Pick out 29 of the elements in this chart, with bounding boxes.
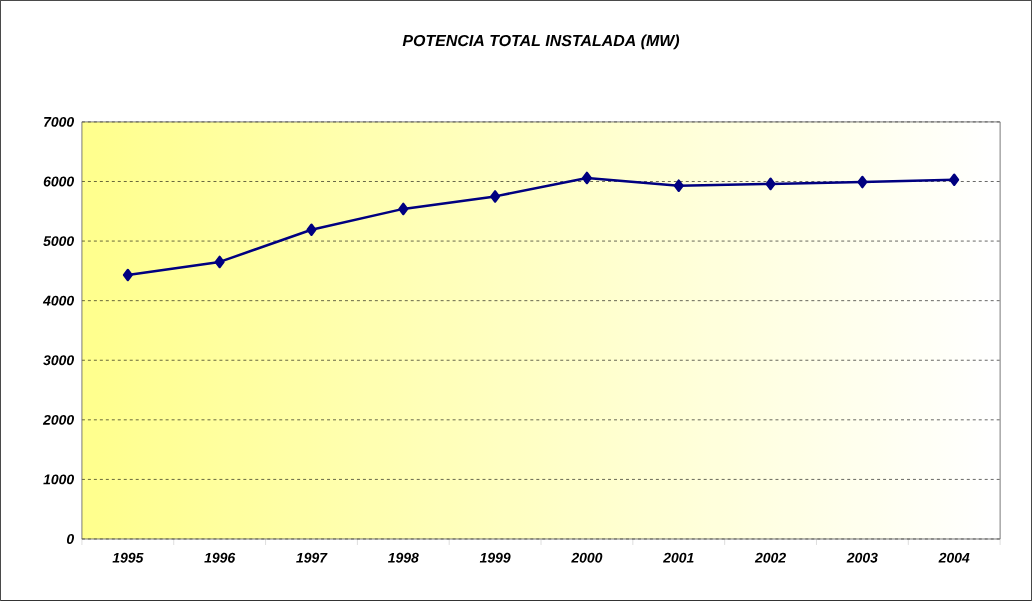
point bbox=[490, 190, 501, 203]
point bbox=[122, 268, 133, 282]
x-tick-label: 2004 bbox=[938, 552, 970, 563]
point bbox=[214, 255, 225, 269]
x-tick-label: 2000 bbox=[571, 552, 603, 563]
point bbox=[398, 202, 409, 216]
point bbox=[857, 175, 868, 189]
chart-title: POTENCIA TOTAL INSTALADA (MW) bbox=[402, 34, 680, 50]
y-tick-label: 0 bbox=[66, 534, 75, 544]
x-tick-label: 1999 bbox=[479, 552, 511, 563]
x-tick-label: 2002 bbox=[754, 552, 786, 563]
point bbox=[949, 173, 960, 186]
x-tick-label: 1995 bbox=[112, 552, 144, 563]
x-tick-label: 1997 bbox=[296, 552, 328, 563]
y-tick-label: 1000 bbox=[43, 474, 75, 485]
x-tick-label: 1998 bbox=[387, 552, 419, 563]
point bbox=[581, 171, 592, 185]
x-tick-label: 2003 bbox=[846, 552, 878, 563]
point bbox=[306, 223, 317, 237]
y-tick-label: 7000 bbox=[44, 117, 75, 127]
point bbox=[765, 177, 776, 191]
y-tick-label: 4000 bbox=[42, 295, 75, 306]
y-tick-label: 6000 bbox=[43, 176, 75, 187]
x-tick-label: 2001 bbox=[663, 552, 694, 563]
y-tick-label: 5000 bbox=[43, 236, 75, 247]
y-tick-label: 2000 bbox=[42, 414, 75, 425]
point bbox=[673, 179, 684, 192]
x-tick-label: 1996 bbox=[204, 552, 236, 563]
y-tick-label: 3000 bbox=[43, 355, 75, 366]
